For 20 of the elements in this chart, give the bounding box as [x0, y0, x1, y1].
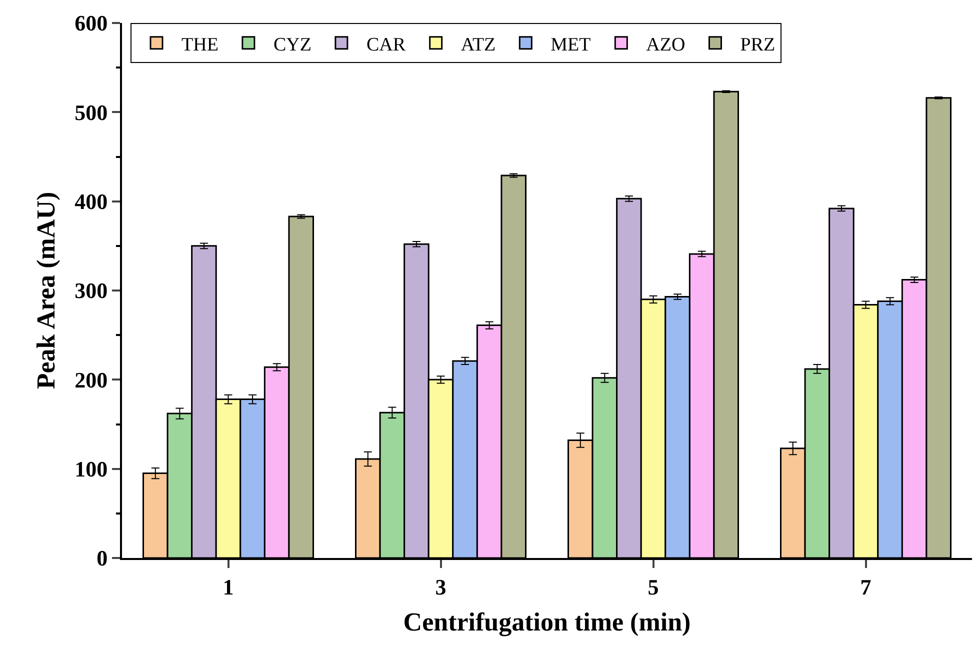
- x-axis-title: Centrifugation time (min): [403, 608, 691, 637]
- legend-label: CYZ: [273, 34, 312, 56]
- y-tick-label: 200: [74, 367, 108, 392]
- y-tick-label: 0: [96, 546, 108, 571]
- legend-label: MET: [550, 34, 592, 56]
- legend-label: THE: [182, 34, 218, 56]
- y-tick-label: 100: [74, 456, 108, 482]
- x-tick-label: 7: [860, 574, 872, 600]
- y-tick-label: 500: [74, 100, 108, 125]
- legend-label: PRZ: [740, 34, 776, 56]
- legend-label: ATZ: [460, 34, 496, 56]
- x-tick-label: 1: [222, 574, 234, 600]
- x-tick-label: 3: [435, 574, 446, 600]
- y-axis-title: Peak Area (mAU): [32, 192, 60, 390]
- y-tick-label: 400: [74, 189, 108, 214]
- y-tick-label: 600: [74, 10, 108, 36]
- legend-label: CAR: [366, 34, 406, 56]
- legend-label: AZO: [646, 34, 686, 56]
- y-tick-label: 300: [74, 278, 108, 304]
- x-tick-label: 5: [648, 574, 659, 600]
